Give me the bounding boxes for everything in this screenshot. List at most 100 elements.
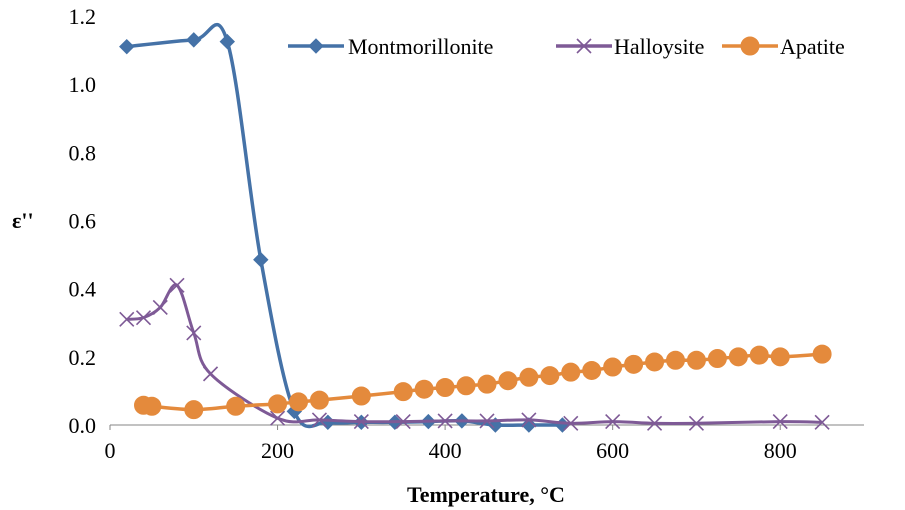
chart-legend: Montmorillonite Halloysite Apatite — [288, 34, 845, 59]
halloysite-point — [646, 415, 663, 431]
series-halloysite — [119, 277, 830, 431]
x-marker-stroke — [135, 310, 152, 326]
x-marker-stroke — [576, 38, 592, 54]
halloysite-point — [605, 414, 621, 430]
y-tick-label: 0.0 — [69, 413, 97, 438]
y-tick-label: 1.0 — [69, 72, 97, 97]
x-tick-label: 200 — [261, 438, 294, 463]
x-axis-title: Temperature, °C — [407, 482, 565, 507]
apatite-point — [812, 344, 832, 364]
apatite-point — [686, 350, 706, 370]
x-marker-stroke — [152, 299, 168, 315]
y-tick-label: 1.2 — [69, 4, 97, 29]
x-marker-stroke — [169, 277, 185, 293]
x-marker-stroke — [814, 414, 830, 430]
halloysite-point — [395, 414, 411, 430]
halloysite-point — [521, 412, 537, 428]
x-marker-stroke — [119, 311, 135, 327]
apatite-point — [645, 352, 665, 372]
legend-item-montmorillonite: Montmorillonite — [288, 34, 493, 59]
halloysite-point — [311, 412, 328, 428]
x-tick-label: 0 — [105, 438, 116, 463]
legend-item-halloysite: Halloysite — [556, 34, 704, 59]
apatite-point — [393, 382, 413, 402]
montmorillonite-point — [186, 32, 202, 48]
y-axis-ticks: 0.0 0.2 0.4 0.6 0.8 1.0 1.2 — [69, 4, 97, 438]
apatite-point — [289, 392, 308, 412]
legend-item-apatite: Apatite — [722, 34, 845, 59]
x-marker-stroke — [186, 325, 202, 341]
legend-label: Halloysite — [614, 34, 704, 59]
x-marker-stroke — [437, 413, 453, 429]
halloysite-point — [353, 414, 369, 430]
x-marker-stroke — [563, 415, 579, 431]
montmorillonite-line — [126, 23, 563, 429]
legend-label: Apatite — [780, 34, 845, 59]
y-tick-label: 0.2 — [69, 345, 97, 370]
halloysite-point — [169, 277, 185, 293]
apatite-point — [770, 347, 790, 367]
x-marker-stroke — [772, 414, 788, 430]
x-axis-ticks: 0 200 400 600 800 — [105, 425, 797, 463]
x-marker-stroke — [479, 413, 495, 429]
legend-swatch-marker — [576, 38, 592, 54]
apatite-point — [666, 350, 685, 370]
halloysite-point — [269, 410, 286, 426]
apatite-point — [477, 374, 497, 394]
x-marker-stroke — [395, 414, 411, 430]
apatite-point — [624, 354, 644, 374]
halloysite-point — [202, 366, 219, 382]
apatite-point — [519, 367, 539, 387]
halloysite-point — [152, 299, 168, 315]
apatite-point — [749, 345, 769, 365]
y-tick-label: 0.6 — [69, 209, 97, 234]
apatite-point — [498, 371, 518, 391]
apatite-point — [456, 376, 476, 396]
apatite-point — [540, 366, 560, 386]
x-marker-stroke — [202, 366, 219, 382]
halloysite-point — [563, 415, 579, 431]
legend-swatch-marker — [308, 38, 324, 54]
legend-swatch-marker — [740, 36, 760, 56]
x-marker-stroke — [269, 410, 286, 426]
x-tick-label: 400 — [429, 438, 462, 463]
apatite-point — [435, 378, 455, 398]
halloysite-point — [119, 311, 135, 327]
halloysite-point — [437, 413, 453, 429]
halloysite-point — [814, 414, 830, 430]
apatite-point — [707, 349, 727, 369]
apatite-point — [351, 386, 371, 406]
apatite-point — [226, 396, 246, 416]
apatite-point — [728, 347, 748, 367]
x-marker-stroke — [353, 414, 369, 430]
x-marker-stroke — [521, 412, 537, 428]
halloysite-point — [688, 415, 705, 431]
x-marker-stroke — [646, 415, 663, 431]
apatite-point — [268, 394, 288, 414]
x-tick-label: 800 — [764, 438, 797, 463]
y-tick-label: 0.8 — [69, 140, 97, 165]
x-marker-stroke — [688, 415, 705, 431]
montmorillonite-point — [219, 33, 235, 50]
series-montmorillonite — [119, 23, 571, 433]
apatite-point — [414, 379, 434, 399]
y-tick-label: 0.4 — [69, 277, 97, 302]
chart-series — [119, 23, 832, 433]
halloysite-point — [772, 414, 788, 430]
x-tick-label: 600 — [596, 438, 629, 463]
montmorillonite-point — [119, 38, 135, 55]
apatite-point — [603, 357, 623, 377]
montmorillonite-point — [253, 251, 269, 268]
x-marker-stroke — [605, 414, 621, 430]
apatite-point — [184, 400, 204, 420]
halloysite-point — [479, 413, 495, 429]
legend-label: Montmorillonite — [348, 34, 493, 59]
halloysite-point — [135, 310, 152, 326]
apatite-point — [309, 390, 329, 410]
series-apatite — [134, 344, 832, 420]
x-marker-stroke — [311, 412, 328, 428]
apatite-point — [582, 360, 602, 380]
y-axis-title: ε'' — [12, 208, 34, 233]
halloysite-point — [186, 325, 202, 341]
